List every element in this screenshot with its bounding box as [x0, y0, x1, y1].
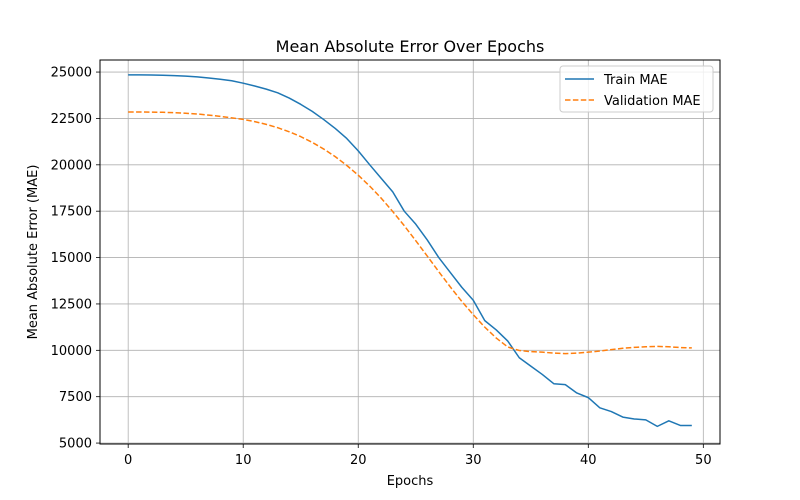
x-tick-label: 40 — [580, 453, 597, 468]
y-axis-title: Mean Absolute Error (MAE) — [26, 165, 41, 340]
y-tick-label: 10000 — [51, 344, 92, 359]
y-axis-ticks: 5000 7500 10000 12500 15000 17500 20000 22500 25… — [51, 66, 100, 452]
y-tick-label: 15000 — [51, 251, 92, 266]
legend-frame — [559, 65, 714, 113]
axes-frame — [99, 59, 721, 445]
grid — [100, 60, 720, 444]
x-tick-label: 20 — [350, 453, 367, 468]
y-tick-label: 7500 — [59, 390, 92, 405]
y-tick-label: 5000 — [59, 437, 92, 452]
y-tick-label: 20000 — [51, 158, 92, 173]
y-tick-label: 22500 — [51, 112, 92, 127]
x-tick-label: 30 — [465, 453, 482, 468]
x-tick-label: 50 — [695, 453, 712, 468]
legend-label-train-mae: Train MAE — [603, 73, 668, 88]
legend: Train MAE Validation MAE — [559, 65, 714, 113]
y-tick-label: 17500 — [51, 205, 92, 220]
legend-label-validation-mae: Validation MAE — [604, 94, 701, 109]
x-axis-title: Epochs — [387, 474, 434, 489]
y-tick-label: 12500 — [51, 297, 92, 312]
y-tick-label: 25000 — [51, 66, 92, 81]
x-tick-label: 0 — [124, 453, 132, 468]
chart-title: Mean Absolute Error Over Epochs — [276, 37, 545, 56]
x-tick-label: 10 — [235, 453, 252, 468]
series-line-train-mae — [128, 74, 692, 428]
series-line-validation-mae — [128, 111, 692, 355]
x-axis-ticks: 0 10 20 30 40 50 — [124, 444, 712, 468]
series-lines — [128, 74, 692, 428]
